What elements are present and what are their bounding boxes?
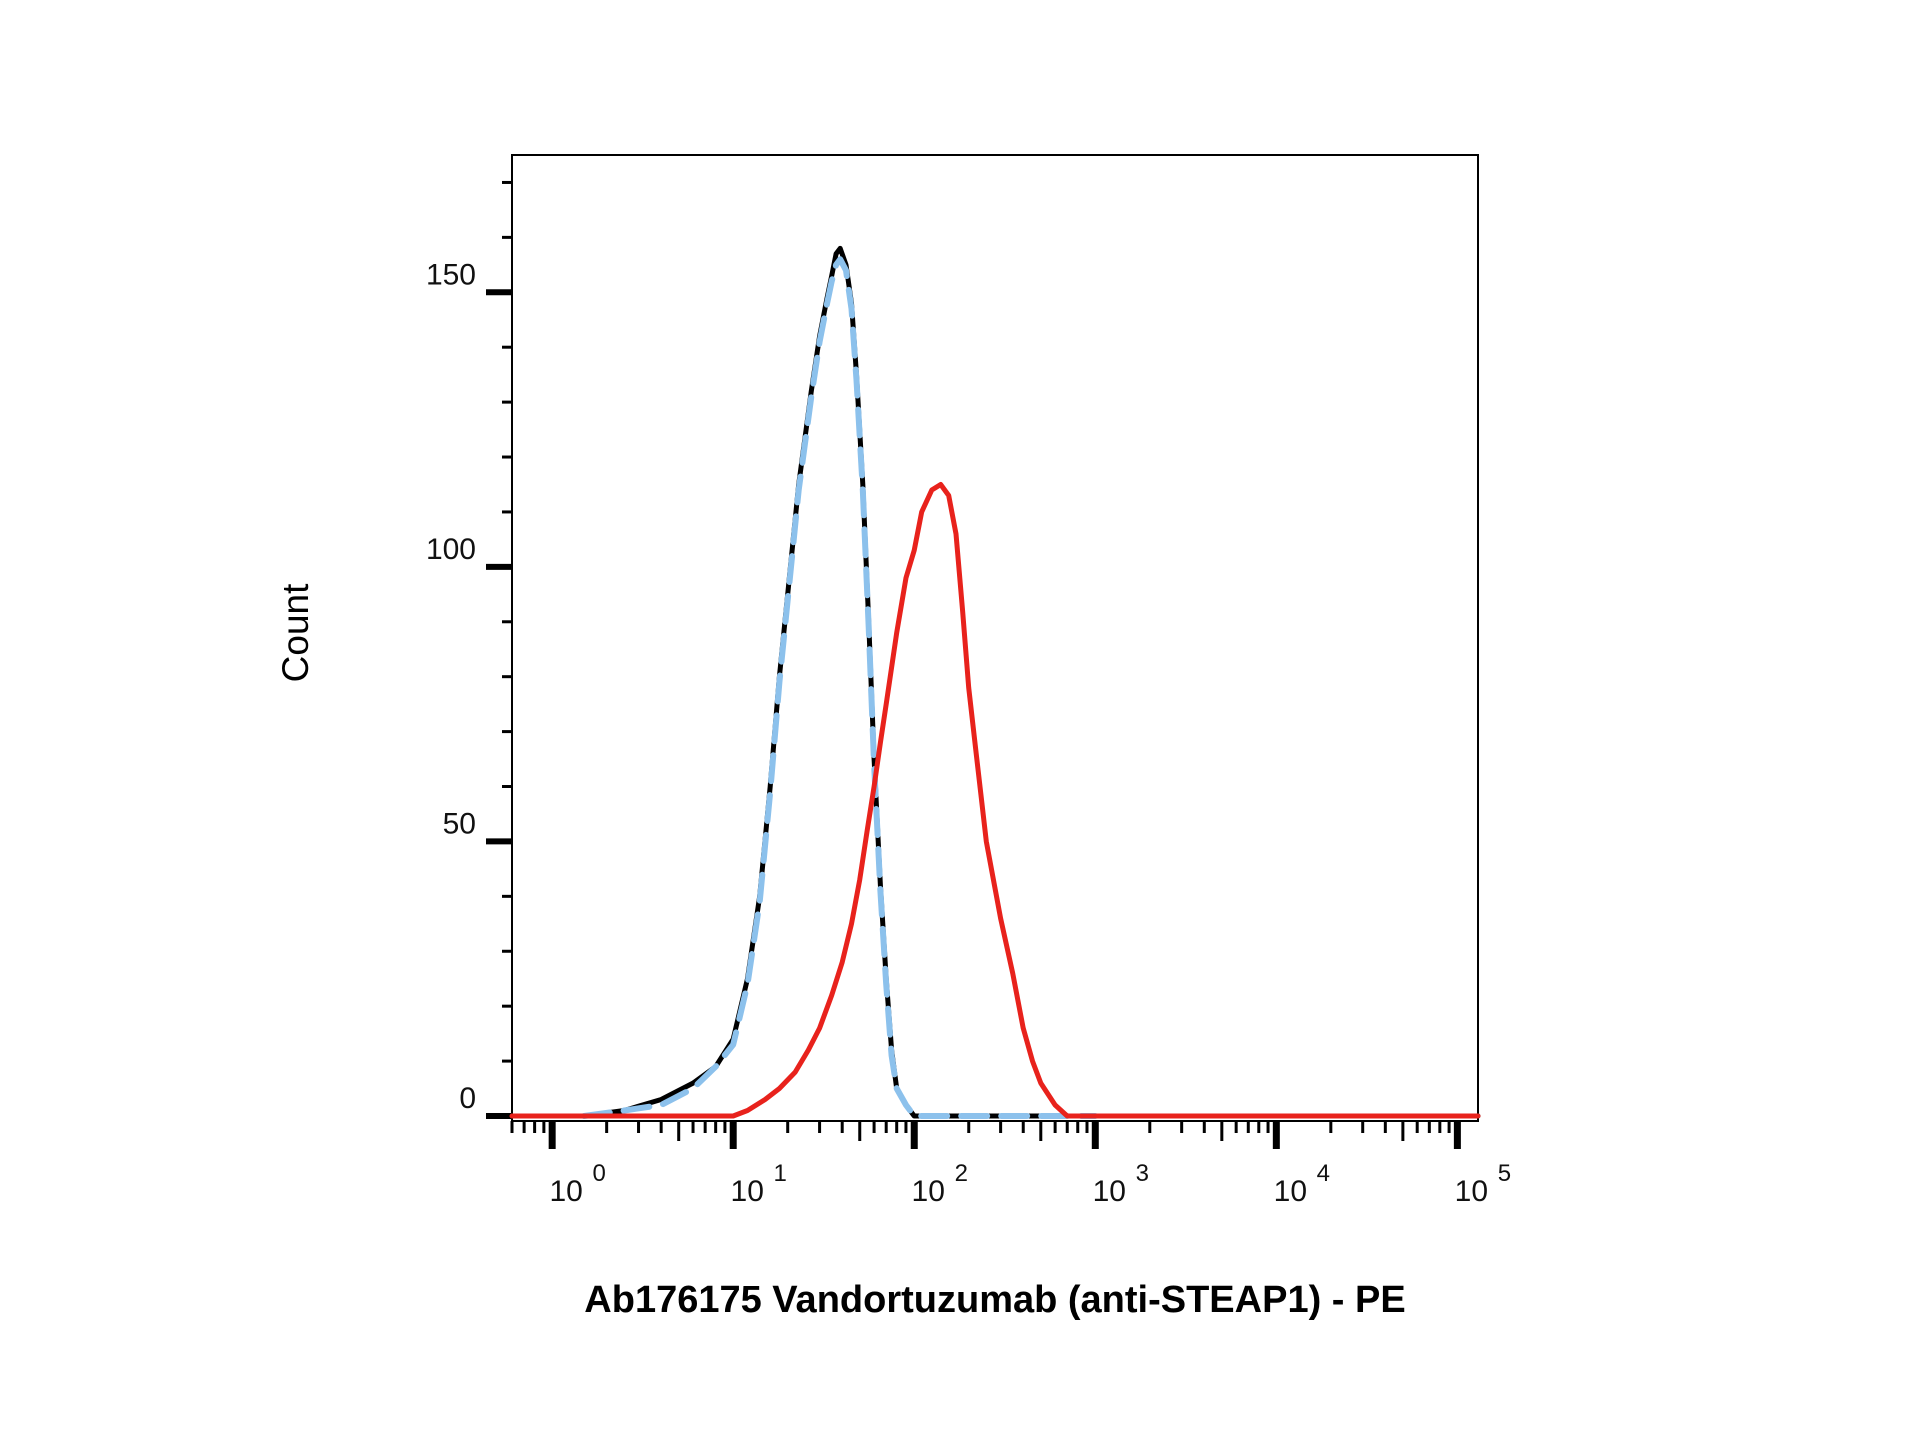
y-major-ticks: 0 50 100 150: [426, 258, 512, 1119]
series-line-3: [509, 482, 1481, 1119]
series-line-2: [581, 256, 1099, 1119]
y-tick-label: 0: [459, 1082, 476, 1115]
x-tick-label: 10: [1274, 1175, 1307, 1208]
y-tick-label: 150: [426, 258, 476, 291]
x-tick-label: 10: [1455, 1175, 1488, 1208]
x-axis-title: Ab176175 Vandortuzumab (anti-STEAP1) - P…: [584, 1279, 1405, 1321]
x-minor-ticks: [510, 1121, 1451, 1141]
x-tick-exponent: 5: [1498, 1160, 1511, 1187]
x-tick-exponent: 3: [1136, 1160, 1149, 1187]
x-tick-exponent: 1: [774, 1160, 787, 1187]
x-tick-label: 10: [1093, 1175, 1126, 1208]
series-line-1: [509, 245, 1481, 1119]
y-tick-label: 100: [426, 533, 476, 566]
x-tick-label: 10: [912, 1175, 945, 1208]
x-tick-exponent: 4: [1317, 1160, 1330, 1187]
y-minor-ticks: [502, 180, 512, 1063]
series-layer: [509, 245, 1481, 1119]
y-axis-title: Count: [275, 583, 316, 682]
x-tick-exponent: 0: [592, 1160, 605, 1187]
x-tick-label: 10: [731, 1175, 764, 1208]
x-tick-label: 10: [549, 1175, 582, 1208]
x-tick-exponent: 2: [955, 1160, 968, 1187]
y-tick-label: 50: [443, 807, 476, 840]
plot-frame: [511, 154, 1479, 1122]
x-major-ticks: 10 0 10 1 10 2 10 3 10 4 10 5: [548, 1121, 1511, 1208]
